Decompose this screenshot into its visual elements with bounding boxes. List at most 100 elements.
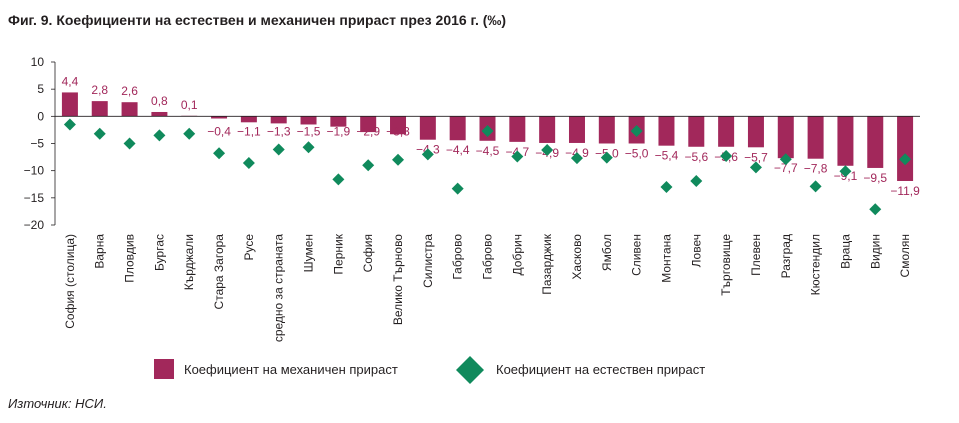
chart-title: Фиг. 9. Коефициенти на естествен и механ… (8, 12, 507, 28)
diamond-marker (332, 173, 345, 186)
bar-value-label: 0,1 (181, 98, 198, 112)
x-tick-label: Варна (93, 234, 107, 269)
x-tick-label: Смолян (898, 234, 912, 277)
diamond-marker (362, 159, 375, 172)
diamond-marker (749, 161, 762, 174)
bar (568, 116, 585, 143)
diamond-marker (600, 151, 613, 164)
bar-value-label: −5,7 (744, 150, 768, 164)
bar-value-label: −4,5 (476, 144, 500, 158)
bar-value-label: −5,4 (655, 149, 679, 163)
legend-label-mechanical: Коефициент на механичен прираст (184, 362, 398, 377)
bar-value-label: 0,8 (151, 94, 168, 108)
bar (807, 116, 824, 159)
x-tick-label: Ловеч (689, 234, 703, 267)
diamond-marker (839, 165, 852, 178)
diamond-marker (242, 157, 255, 170)
diamond-marker (899, 153, 912, 166)
x-tick-label: Пазарджик (540, 233, 554, 294)
y-axis: 10 5 0 −5 −10 −15 −20 (24, 55, 56, 232)
bar-value-label: −2,9 (356, 124, 380, 138)
diamond-marker (123, 137, 136, 150)
y-tick-label: 0 (37, 109, 44, 123)
bar-value-label: −1,5 (297, 124, 321, 138)
x-tick-label: Габрово (451, 234, 465, 280)
x-tick-label: Плевен (749, 234, 763, 276)
y-tick-label: −20 (24, 218, 45, 232)
bar (897, 116, 914, 181)
bar (211, 116, 228, 119)
x-tick-label: Силистра (421, 234, 435, 288)
x-tick-label: Стара Загора (212, 234, 226, 310)
bar (330, 116, 347, 127)
bar (598, 116, 615, 144)
diamond-marker (392, 153, 405, 166)
diamond-marker (183, 127, 196, 140)
legend-swatch-natural (456, 356, 484, 384)
bar-value-label: 2,6 (121, 84, 138, 98)
bar-value-label: −5,0 (625, 147, 649, 161)
bar-value-label: −0,4 (207, 124, 231, 138)
bar-value-labels: 4,42,8 2,60,8 0,1−0,4 −1,1 −1,3 −1,5 −1,9 −2,9−… (62, 74, 921, 198)
diamond-marker (421, 148, 434, 161)
bar-series-mechanical (61, 92, 914, 181)
x-tick-label: Хасково (570, 234, 584, 280)
bar-value-label: −4,4 (446, 143, 470, 157)
x-tick-label: Кюстендил (809, 234, 823, 295)
diamond-marker (302, 141, 315, 154)
bar (718, 116, 735, 147)
x-tick-label: Враца (838, 234, 852, 269)
diamond-marker (213, 147, 226, 160)
bar-value-label: −7,7 (774, 161, 798, 175)
bar-value-label: −3,3 (386, 124, 410, 138)
bar-value-label: −5,6 (684, 150, 708, 164)
bar (300, 116, 317, 125)
bar (658, 116, 675, 146)
bar-value-label: 4,4 (62, 74, 79, 88)
bar-value-label: −7,8 (804, 162, 828, 176)
diamond-marker (153, 129, 166, 142)
bar (419, 116, 436, 140)
x-tick-label: Кърджали (182, 234, 196, 290)
x-tick-label: Разград (779, 234, 793, 278)
diamond-marker (481, 125, 494, 138)
y-tick-label: −5 (30, 137, 44, 151)
x-tick-label: Габрово (481, 234, 495, 280)
bar (837, 116, 854, 166)
x-tick-label: Велико Търново (391, 234, 405, 325)
bar (240, 116, 257, 123)
bar-value-label: −9,5 (863, 171, 887, 185)
bar (777, 116, 794, 159)
bar-value-label: 2,8 (91, 83, 108, 97)
diamond-marker (63, 118, 76, 131)
diamond-marker (93, 127, 106, 140)
x-tick-label: Пловдив (123, 234, 137, 283)
diamond-marker (869, 203, 882, 216)
x-tick-label: София (361, 234, 375, 272)
bar-value-label: −1,9 (327, 124, 351, 138)
bar (151, 111, 168, 117)
bar-value-label: −1,3 (267, 124, 291, 138)
x-tick-label: Добрич (510, 234, 524, 275)
bar (91, 101, 108, 117)
x-tick-label: средно за страната (272, 234, 286, 342)
diamond-marker (660, 180, 673, 193)
bar-value-label: −11,9 (890, 184, 920, 198)
x-tick-label: Видин (868, 234, 882, 269)
x-tick-label: Перник (331, 233, 345, 274)
diamond-marker (720, 149, 733, 162)
x-tick-label: Монтана (659, 234, 673, 283)
bar (390, 116, 407, 135)
bar (360, 116, 377, 133)
diamond-marker (451, 182, 464, 195)
x-tick-label: София (столица) (63, 234, 77, 329)
x-tick-label: Ямбол (600, 234, 614, 271)
bar-value-label: −1,1 (237, 124, 261, 138)
bar (688, 116, 705, 147)
bar (270, 116, 287, 124)
marker-series-natural (63, 118, 912, 216)
x-tick-label: Шумен (302, 234, 316, 272)
bar (449, 116, 466, 141)
legend-label-natural: Коефициент на естествен прираст (496, 362, 705, 377)
